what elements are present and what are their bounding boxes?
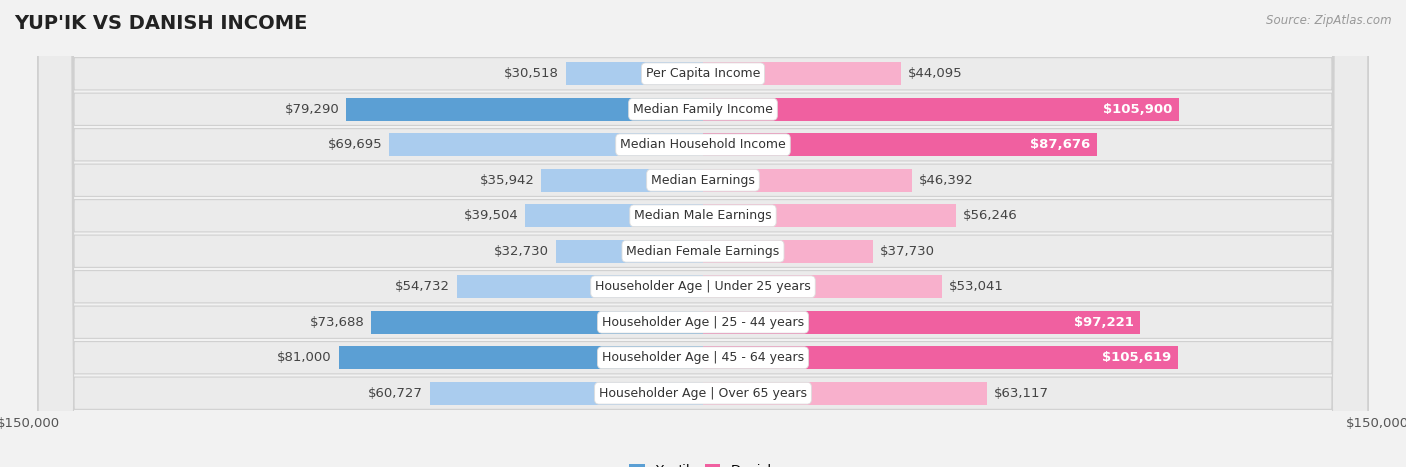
FancyBboxPatch shape <box>38 0 1368 467</box>
Bar <box>703 204 956 227</box>
Bar <box>703 240 873 263</box>
FancyBboxPatch shape <box>38 0 1368 467</box>
Bar <box>430 382 703 405</box>
Text: $30,518: $30,518 <box>505 67 560 80</box>
Bar <box>703 382 987 405</box>
FancyBboxPatch shape <box>38 0 1368 467</box>
Text: $105,619: $105,619 <box>1102 351 1171 364</box>
Bar <box>346 98 703 121</box>
Text: Median Female Earnings: Median Female Earnings <box>627 245 779 258</box>
Bar <box>703 169 911 192</box>
FancyBboxPatch shape <box>38 0 1368 467</box>
Text: $54,732: $54,732 <box>395 280 450 293</box>
Text: Householder Age | 25 - 44 years: Householder Age | 25 - 44 years <box>602 316 804 329</box>
Text: $63,117: $63,117 <box>994 387 1049 400</box>
Bar <box>703 62 901 85</box>
FancyBboxPatch shape <box>38 0 1368 467</box>
Text: Householder Age | 45 - 64 years: Householder Age | 45 - 64 years <box>602 351 804 364</box>
Text: $39,504: $39,504 <box>464 209 519 222</box>
Bar <box>703 311 1140 334</box>
Text: $105,900: $105,900 <box>1104 103 1173 116</box>
FancyBboxPatch shape <box>38 0 1368 467</box>
Text: $46,392: $46,392 <box>918 174 973 187</box>
Bar <box>339 346 703 369</box>
Bar <box>703 133 1098 156</box>
Text: $87,676: $87,676 <box>1031 138 1091 151</box>
Text: Householder Age | Over 65 years: Householder Age | Over 65 years <box>599 387 807 400</box>
Text: $81,000: $81,000 <box>277 351 332 364</box>
FancyBboxPatch shape <box>38 0 1368 467</box>
Text: $73,688: $73,688 <box>309 316 364 329</box>
Text: $97,221: $97,221 <box>1074 316 1133 329</box>
Bar <box>555 240 703 263</box>
Text: $32,730: $32,730 <box>494 245 548 258</box>
Text: Median Male Earnings: Median Male Earnings <box>634 209 772 222</box>
Text: Median Household Income: Median Household Income <box>620 138 786 151</box>
Text: Per Capita Income: Per Capita Income <box>645 67 761 80</box>
Text: $35,942: $35,942 <box>479 174 534 187</box>
FancyBboxPatch shape <box>38 0 1368 467</box>
FancyBboxPatch shape <box>38 0 1368 467</box>
Text: $37,730: $37,730 <box>880 245 935 258</box>
FancyBboxPatch shape <box>38 0 1368 467</box>
Legend: Yup'ik, Danish: Yup'ik, Danish <box>624 459 782 467</box>
Bar <box>457 275 703 298</box>
Bar <box>526 204 703 227</box>
Text: Median Family Income: Median Family Income <box>633 103 773 116</box>
Text: Householder Age | Under 25 years: Householder Age | Under 25 years <box>595 280 811 293</box>
Bar <box>565 62 703 85</box>
Bar <box>703 275 942 298</box>
Bar <box>703 98 1180 121</box>
Text: $60,727: $60,727 <box>368 387 423 400</box>
Bar <box>389 133 703 156</box>
Text: $56,246: $56,246 <box>963 209 1018 222</box>
Text: YUP'IK VS DANISH INCOME: YUP'IK VS DANISH INCOME <box>14 14 308 33</box>
Text: $53,041: $53,041 <box>949 280 1004 293</box>
Text: Median Earnings: Median Earnings <box>651 174 755 187</box>
Bar <box>371 311 703 334</box>
Text: $79,290: $79,290 <box>285 103 339 116</box>
Text: $69,695: $69,695 <box>328 138 382 151</box>
Text: Source: ZipAtlas.com: Source: ZipAtlas.com <box>1267 14 1392 27</box>
Bar <box>541 169 703 192</box>
Bar <box>703 346 1178 369</box>
Text: $44,095: $44,095 <box>908 67 963 80</box>
